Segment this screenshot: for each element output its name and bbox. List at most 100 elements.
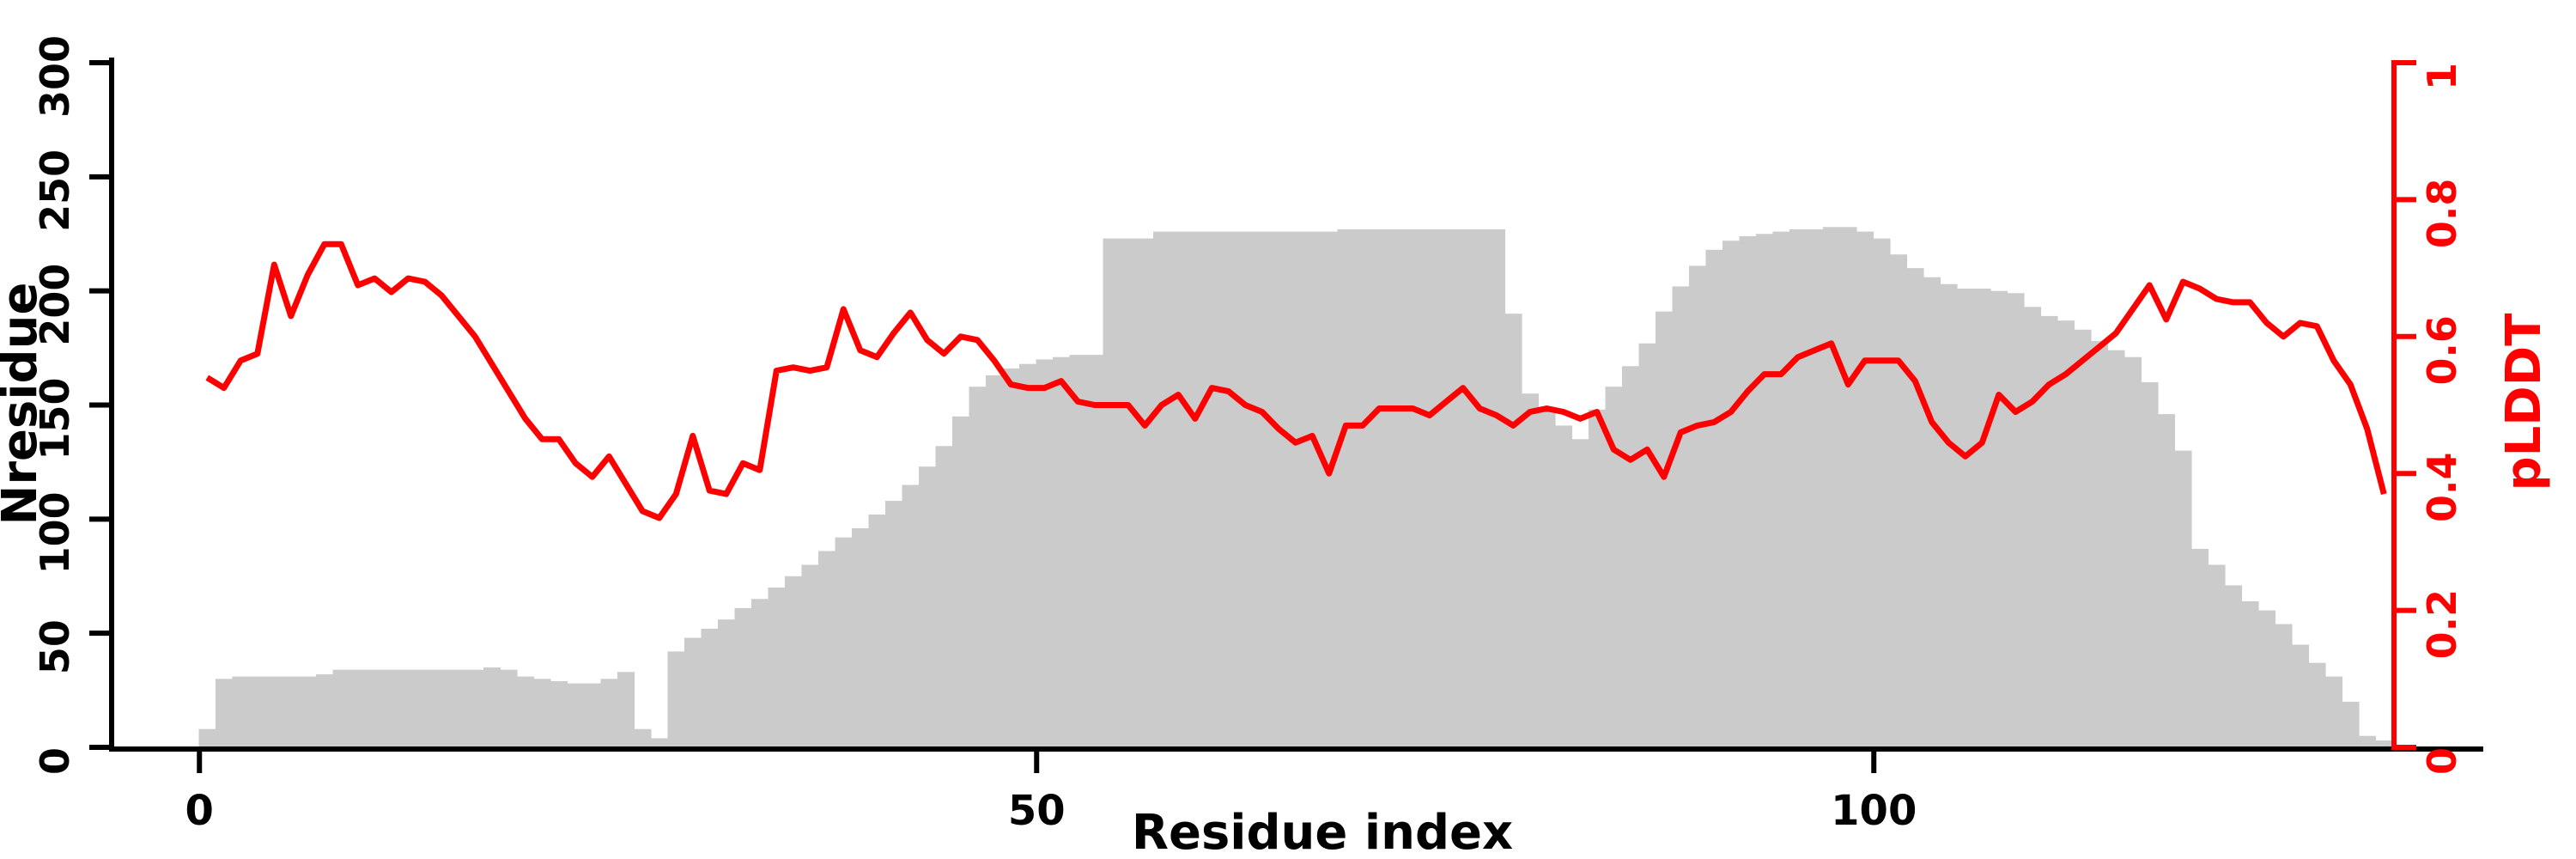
nresidue-bar [2275, 624, 2293, 750]
nresidue-bar [1287, 231, 1305, 751]
right-axis-ticks: 0 0.2 0.4 0.6 0.8 1 [2394, 60, 2465, 775]
left-axis-ticks: 0 50 100 150 200 250 300 [32, 35, 112, 775]
tick-label: 100 [1831, 787, 1917, 835]
nresidue-bar [283, 676, 301, 750]
nresidue-bar [751, 599, 769, 750]
nresidue-bar [1772, 231, 1790, 751]
nresidue-bar [1220, 231, 1238, 751]
nresidue-bar [1170, 231, 1188, 751]
nresidue-bar [969, 387, 987, 750]
tick-label: 100 [32, 491, 78, 574]
nresidue-bar [550, 681, 568, 750]
nresidue-bar [249, 676, 267, 750]
nresidue-bar [919, 466, 937, 750]
nresidue-bar [1823, 227, 1841, 750]
nresidue-bar [1203, 231, 1221, 751]
nresidue-bar [1236, 231, 1255, 751]
nresidue-bar [2191, 548, 2209, 750]
nresidue-bars-layer [198, 227, 2393, 751]
nresidue-bar [2308, 662, 2326, 750]
tick-label: 1 [2419, 63, 2465, 90]
tick-label: 0.6 [2419, 315, 2465, 386]
nresidue-bar [1538, 409, 1556, 750]
nresidue-bar [2258, 610, 2276, 750]
nresidue-bar [332, 669, 350, 750]
nresidue-bar [1589, 409, 1607, 750]
nresidue-bar [1370, 228, 1388, 750]
nresidue-bar [667, 651, 685, 750]
nresidue-bar [2091, 341, 2109, 750]
nresidue-bar [1086, 355, 1104, 750]
nresidue-bar [1973, 289, 1991, 750]
nresidue-bar [500, 669, 518, 750]
tick-label: 0 [32, 747, 78, 775]
nresidue-bar [2074, 329, 2092, 750]
nresidue-bar [2325, 676, 2343, 750]
tick-label: 0 [2419, 747, 2465, 775]
nresidue-bar [1388, 228, 1406, 750]
nresidue-bar [2292, 644, 2310, 750]
nresidue-bar [2007, 293, 2025, 750]
nresidue-bar [2174, 450, 2192, 750]
nresidue-bar [2040, 315, 2058, 750]
nresidue-bar [2208, 564, 2226, 750]
y-left-axis-title: Nresidue [0, 283, 48, 526]
nresidue-bar [600, 679, 618, 750]
nresidue-bar [1303, 231, 1321, 751]
nresidue-bar [1906, 268, 1924, 751]
tick-label: 0.2 [2419, 589, 2465, 660]
nresidue-bar [1923, 277, 1941, 750]
nresidue-bar [1504, 314, 1522, 750]
nresidue-bar [1689, 265, 1707, 750]
nresidue-bar [986, 375, 1004, 750]
nresidue-bar [1638, 343, 1656, 750]
nresidue-bar [801, 564, 819, 750]
nresidue-bar [835, 537, 853, 750]
nresidue-bar [1153, 231, 1171, 751]
nresidue-bar [232, 676, 250, 750]
nresidue-bar [1873, 238, 1891, 751]
tick-label: 50 [32, 619, 78, 674]
nresidue-bar [1053, 356, 1071, 750]
nresidue-bar [1471, 228, 1489, 750]
nresidue-bar [1337, 228, 1355, 750]
nresidue-bar [885, 501, 903, 750]
nresidue-bar [216, 679, 234, 750]
nresidue-bar [1187, 231, 1205, 751]
nresidue-bar [617, 672, 635, 750]
tick-label: 150 [32, 377, 78, 460]
nresidue-bar [450, 669, 468, 750]
nresidue-bar [734, 607, 752, 750]
nresidue-bar [1019, 363, 1037, 750]
y-right-axis-title: pLDDT [2496, 314, 2552, 491]
nresidue-bar [2241, 601, 2259, 750]
nresidue-bar [2375, 740, 2393, 750]
tick-label: 0 [185, 787, 214, 835]
nresidue-bar [1622, 366, 1640, 750]
nresidue-bar [1571, 439, 1589, 750]
nresidue-bar [2107, 350, 2125, 750]
nresidue-bar [1120, 238, 1138, 751]
nresidue-bar [1705, 249, 1723, 750]
nresidue-bar [1722, 241, 1741, 750]
nresidue-bar [416, 669, 434, 750]
nresidue-bar [1036, 359, 1054, 750]
nresidue-bar [1321, 231, 1339, 751]
nresidue-bar [2141, 381, 2159, 750]
nresidue-bar [1103, 238, 1121, 751]
nresidue-bar [1136, 238, 1154, 751]
nresidue-bar [634, 728, 652, 750]
tick-label: 0.8 [2419, 179, 2465, 249]
nresidue-bar [952, 416, 970, 750]
nresidue-bar [868, 515, 886, 750]
nresidue-bar [1555, 425, 1573, 750]
nresidue-bar [517, 676, 535, 750]
nresidue-bar [299, 676, 317, 750]
nresidue-bar [316, 674, 334, 750]
nresidue-bar [1656, 311, 1674, 750]
nresidue-bar [2057, 320, 2075, 750]
nresidue-bar [198, 728, 216, 750]
tick-label: 50 [1008, 787, 1066, 835]
